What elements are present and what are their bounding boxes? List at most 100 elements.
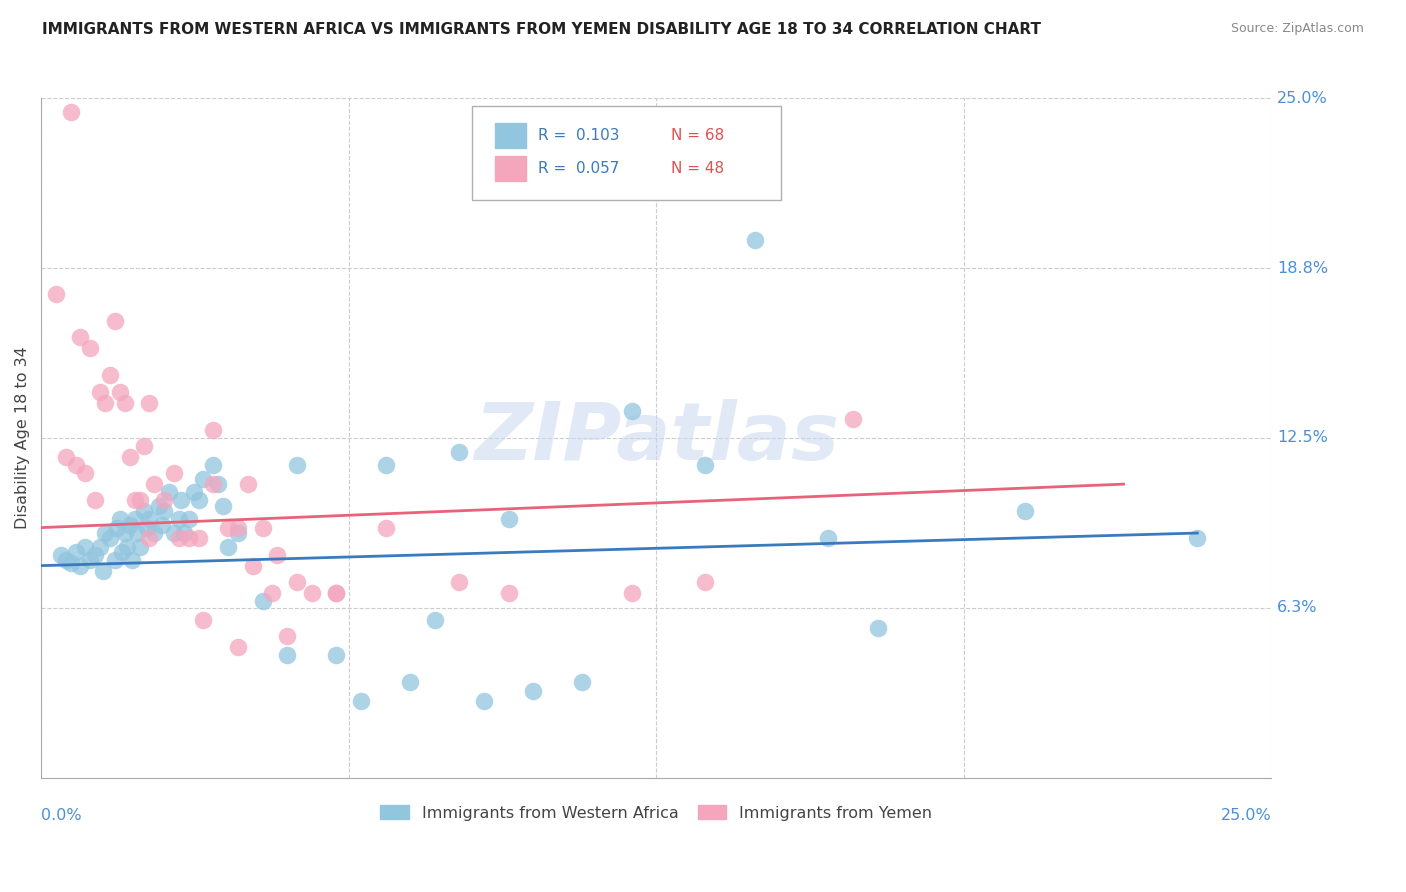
Point: [128, 540, 150, 554]
Point: [55, 553, 77, 567]
Point: [114, 526, 136, 541]
Point: [301, 586, 323, 600]
Point: [242, 558, 264, 573]
Text: 12.5%: 12.5%: [1277, 431, 1329, 445]
Point: [170, 493, 193, 508]
Point: [620, 586, 643, 600]
Point: [167, 532, 190, 546]
Point: [276, 648, 298, 663]
Point: [84, 493, 107, 508]
Point: [262, 586, 284, 600]
Point: [285, 458, 308, 472]
Point: [449, 444, 471, 458]
Point: [59, 104, 82, 119]
Point: [226, 640, 249, 655]
Point: [55, 450, 77, 464]
Point: [350, 694, 373, 708]
Text: R =  0.103: R = 0.103: [537, 128, 619, 143]
Point: [69, 330, 91, 344]
Point: [115, 540, 138, 554]
Point: [125, 526, 148, 541]
Text: 25.0%: 25.0%: [1220, 808, 1271, 823]
Point: [79, 553, 101, 567]
Point: [183, 485, 205, 500]
Point: [226, 526, 249, 541]
Point: [150, 517, 173, 532]
Point: [695, 574, 717, 589]
Point: [522, 683, 544, 698]
Point: [252, 520, 274, 534]
Point: [98, 368, 121, 383]
Point: [325, 586, 347, 600]
Point: [138, 395, 160, 409]
Point: [49, 548, 72, 562]
Point: [108, 384, 131, 399]
Point: [104, 314, 127, 328]
Point: [866, 621, 889, 635]
Point: [498, 512, 520, 526]
Text: ZIPatlas: ZIPatlas: [474, 399, 838, 477]
Point: [1014, 504, 1036, 518]
Point: [252, 594, 274, 608]
Point: [236, 477, 259, 491]
Point: [842, 412, 865, 426]
Text: N = 48: N = 48: [671, 161, 724, 176]
Point: [124, 493, 146, 508]
Point: [449, 574, 471, 589]
Point: [620, 404, 643, 418]
Text: R =  0.057: R = 0.057: [537, 161, 619, 176]
Point: [59, 556, 82, 570]
Point: [202, 458, 225, 472]
Text: N = 68: N = 68: [671, 128, 724, 143]
Point: [75, 540, 97, 554]
Point: [108, 512, 131, 526]
Text: 18.8%: 18.8%: [1277, 260, 1329, 276]
Text: IMMIGRANTS FROM WESTERN AFRICA VS IMMIGRANTS FROM YEMEN DISABILITY AGE 18 TO 34 : IMMIGRANTS FROM WESTERN AFRICA VS IMMIGR…: [42, 22, 1042, 37]
Point: [94, 526, 117, 541]
Point: [817, 532, 839, 546]
Point: [217, 540, 239, 554]
Point: [374, 458, 396, 472]
Point: [744, 233, 766, 247]
Point: [65, 545, 87, 559]
Point: [695, 458, 717, 472]
Point: [135, 520, 157, 534]
Point: [399, 675, 422, 690]
Point: [114, 395, 136, 409]
Point: [167, 512, 190, 526]
Point: [89, 540, 111, 554]
Point: [276, 629, 298, 643]
Point: [124, 512, 146, 526]
Point: [163, 526, 186, 541]
Point: [226, 520, 249, 534]
Point: [285, 574, 308, 589]
Point: [94, 395, 117, 409]
Point: [111, 545, 134, 559]
Point: [118, 517, 141, 532]
Text: 6.3%: 6.3%: [1277, 600, 1317, 615]
Point: [143, 477, 166, 491]
Point: [498, 586, 520, 600]
Text: 25.0%: 25.0%: [1277, 91, 1329, 106]
Point: [153, 504, 176, 518]
Point: [325, 648, 347, 663]
Point: [202, 423, 225, 437]
Y-axis label: Disability Age 18 to 34: Disability Age 18 to 34: [15, 347, 30, 529]
Point: [193, 613, 215, 627]
Point: [134, 504, 156, 518]
Point: [148, 499, 170, 513]
Point: [118, 450, 141, 464]
Point: [217, 520, 239, 534]
Point: [571, 675, 593, 690]
Point: [325, 586, 347, 600]
Point: [79, 341, 101, 355]
Point: [153, 493, 176, 508]
Point: [75, 467, 97, 481]
Point: [69, 558, 91, 573]
Point: [266, 548, 288, 562]
Text: Source: ZipAtlas.com: Source: ZipAtlas.com: [1230, 22, 1364, 36]
Point: [177, 532, 200, 546]
Point: [193, 472, 215, 486]
Point: [128, 493, 150, 508]
Point: [65, 458, 87, 472]
